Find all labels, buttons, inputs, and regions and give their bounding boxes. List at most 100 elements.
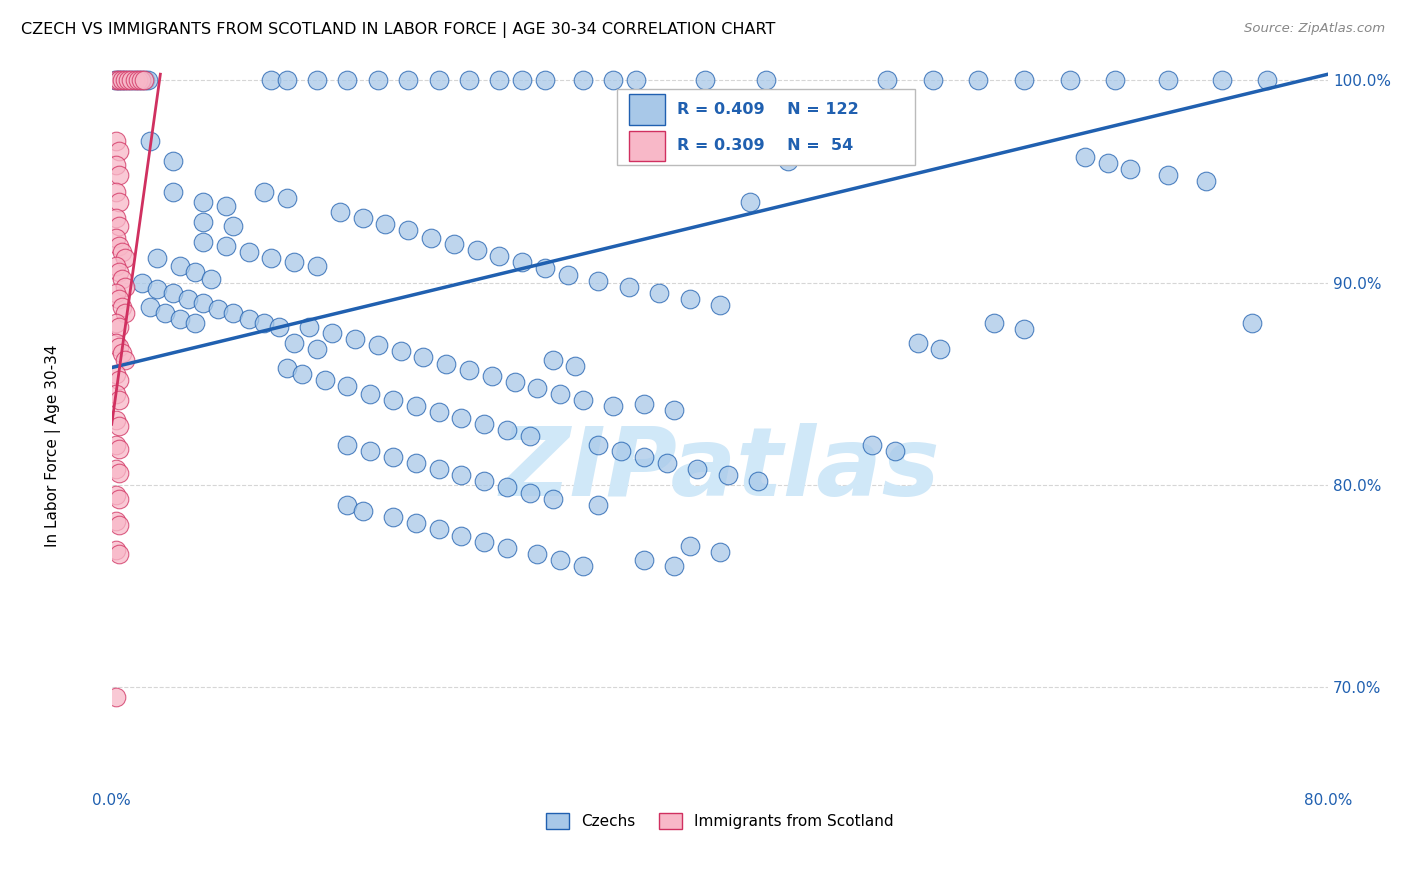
Point <box>588 437 610 451</box>
Point <box>496 541 519 555</box>
Point <box>114 279 136 293</box>
Point <box>222 219 245 233</box>
Point <box>427 523 450 537</box>
Point <box>588 274 610 288</box>
Point <box>352 211 374 225</box>
Point <box>405 456 427 470</box>
Point <box>1211 73 1233 87</box>
Point <box>655 456 678 470</box>
Point <box>138 134 160 148</box>
Point <box>1104 73 1126 87</box>
Point <box>405 399 427 413</box>
Point <box>602 73 624 87</box>
Point <box>450 411 472 425</box>
Point <box>664 403 686 417</box>
Point <box>169 260 191 274</box>
Point <box>678 292 700 306</box>
Point <box>510 73 533 87</box>
Text: In Labor Force | Age 30-34: In Labor Force | Age 30-34 <box>45 344 62 548</box>
Point <box>105 413 128 427</box>
Point <box>105 185 128 199</box>
Point <box>443 237 465 252</box>
Point <box>343 332 366 346</box>
Point <box>541 492 564 507</box>
Point <box>458 73 481 87</box>
Point <box>111 271 134 285</box>
Text: Source: ZipAtlas.com: Source: ZipAtlas.com <box>1244 22 1385 36</box>
Point <box>112 73 135 87</box>
Point <box>131 276 153 290</box>
Point <box>191 235 214 249</box>
Point <box>883 443 905 458</box>
Point <box>747 474 769 488</box>
Point <box>184 265 207 279</box>
Point <box>382 450 405 464</box>
Point <box>519 486 541 500</box>
Point <box>108 340 131 354</box>
Point <box>465 244 488 258</box>
Point <box>105 462 128 476</box>
Point <box>374 217 396 231</box>
Point <box>472 417 495 432</box>
Point <box>709 545 731 559</box>
Point <box>336 437 359 451</box>
Point <box>602 399 624 413</box>
Point <box>458 362 481 376</box>
Point <box>396 223 419 237</box>
Point <box>1157 73 1180 87</box>
Point <box>222 306 245 320</box>
Point <box>359 443 381 458</box>
Point <box>860 437 883 451</box>
Point <box>907 336 929 351</box>
Point <box>253 316 276 330</box>
Point <box>138 300 160 314</box>
Point <box>572 73 595 87</box>
Point <box>329 204 352 219</box>
Point <box>921 73 943 87</box>
Point <box>114 306 136 320</box>
Point <box>396 73 419 87</box>
Point <box>105 316 128 330</box>
Point <box>519 429 541 443</box>
Point <box>105 158 128 172</box>
Point <box>260 73 283 87</box>
Point <box>108 547 131 561</box>
Point <box>1074 150 1097 164</box>
Point <box>709 298 731 312</box>
Point <box>633 397 655 411</box>
Point <box>177 292 200 306</box>
Point <box>626 73 648 87</box>
Point <box>610 443 633 458</box>
Point <box>162 285 184 300</box>
Bar <box>628 131 665 161</box>
Point <box>108 373 131 387</box>
Point <box>548 553 571 567</box>
Point <box>132 73 155 87</box>
Point <box>215 199 238 213</box>
Point <box>111 300 134 314</box>
Point <box>184 316 207 330</box>
Point <box>367 338 389 352</box>
Point <box>136 73 159 87</box>
Point <box>305 73 328 87</box>
Point <box>108 73 131 87</box>
Point <box>716 467 738 482</box>
Point <box>191 215 214 229</box>
Point <box>108 194 131 209</box>
Point <box>686 462 709 476</box>
Point <box>382 510 405 524</box>
Point <box>526 547 548 561</box>
Bar <box>628 95 665 125</box>
Point <box>1256 73 1278 87</box>
Point <box>108 320 131 334</box>
Point <box>321 326 343 341</box>
Point <box>664 558 686 573</box>
Point <box>114 352 136 367</box>
Point <box>693 73 716 87</box>
Point <box>633 553 655 567</box>
Point <box>1012 322 1035 336</box>
Point <box>104 73 127 87</box>
Point <box>740 194 762 209</box>
Point <box>146 252 169 266</box>
Point <box>291 367 314 381</box>
